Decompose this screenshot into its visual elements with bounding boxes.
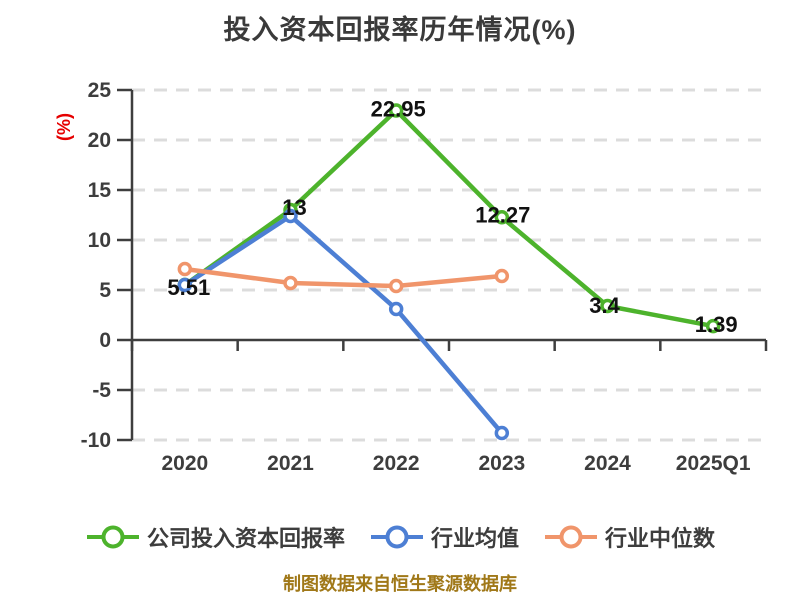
data-point-company-roic <box>600 298 615 314</box>
chart-title: 投入资本回报率历年情况(%) <box>223 15 577 45</box>
series-line-company-roic <box>182 108 716 329</box>
y-tick-label: 15 <box>88 179 112 202</box>
data-point-industry-median <box>494 268 510 284</box>
data-point-company-roic <box>494 210 510 225</box>
value-label: 3.4 <box>589 293 620 318</box>
y-tick-label: 20 <box>88 129 111 152</box>
legend-label: 行业中位数 <box>605 526 716 551</box>
legend-item-company-roic: 公司投入资本回报率 <box>85 521 345 553</box>
value-label: 22.95 <box>371 97 426 122</box>
chart-legend: 公司投入资本回报率 行业均值 行业中位数 <box>0 514 800 560</box>
data-point-industry-mean <box>388 301 404 317</box>
value-label: 13 <box>282 195 306 220</box>
legend-label: 行业均值 <box>430 526 519 551</box>
y-axis-title: (%) <box>54 113 74 141</box>
x-tick-label: 2022 <box>373 452 420 475</box>
x-tick-label: 2021 <box>267 452 314 475</box>
data-point-company-roic <box>388 103 404 118</box>
x-tick-label: 2024 <box>584 452 631 475</box>
data-point-industry-mean <box>177 277 193 293</box>
legend-item-industry-mean: 行业均值 <box>369 521 519 553</box>
x-tick-label: 2023 <box>478 452 525 475</box>
data-point-industry-median <box>177 261 193 277</box>
x-tick-label: 2025Q1 <box>676 452 751 475</box>
legend-marker-icon <box>86 525 139 549</box>
y-tick-label: -10 <box>81 429 111 452</box>
legend-marker-icon <box>370 525 423 549</box>
y-tick-label: -5 <box>92 379 111 402</box>
data-point-industry-median <box>388 278 404 294</box>
series-line-industry-mean <box>182 213 505 436</box>
value-label: 5.51 <box>167 275 210 300</box>
value-label: 1.39 <box>695 312 738 337</box>
series-line-industry-median <box>182 266 505 289</box>
legend-item-industry-median: 行业中位数 <box>543 521 715 553</box>
y-tick-label: 5 <box>99 279 111 302</box>
x-tick-label: 2020 <box>161 452 208 475</box>
roic-line-chart: 25 20 15 10 5 0 -5 -10 2020 2021 2022 2023 2024 2025Q… <box>54 79 768 475</box>
legend-label: 公司投入资本回报率 <box>146 526 345 551</box>
footer-note: 制图数据来自恒生聚源数据库 <box>283 574 517 594</box>
y-tick-label: 0 <box>99 329 111 352</box>
data-point-industry-mean <box>283 208 298 224</box>
data-point-industry-mean <box>494 425 510 441</box>
legend-marker-icon <box>545 525 597 549</box>
value-label: 12.27 <box>475 202 530 227</box>
y-tick-label: 10 <box>88 229 111 252</box>
y-tick-label: 25 <box>88 79 112 102</box>
data-point-company-roic <box>705 318 721 334</box>
data-point-industry-median <box>283 275 298 291</box>
